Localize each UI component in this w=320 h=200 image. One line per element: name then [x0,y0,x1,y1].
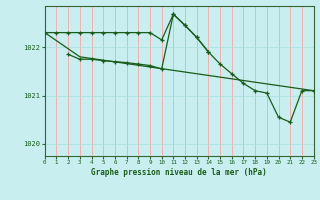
X-axis label: Graphe pression niveau de la mer (hPa): Graphe pression niveau de la mer (hPa) [91,168,267,177]
